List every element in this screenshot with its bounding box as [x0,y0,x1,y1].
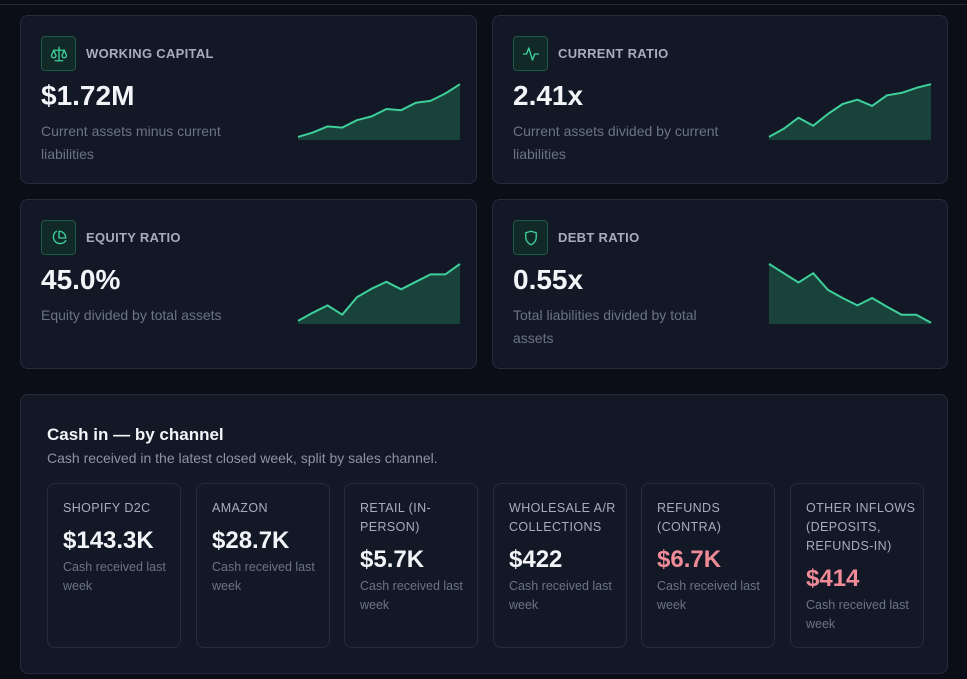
section-subtitle: Cash received in the latest closed week,… [47,450,438,466]
activity-icon [513,36,548,71]
channel-description: Cash received last week [657,579,760,612]
sparkline-area [769,84,931,140]
top-divider [0,4,967,5]
metric-sparkline [297,263,461,324]
metric-title: EQUITY RATIO [86,230,181,245]
section-title: Cash in — by channel [47,425,224,444]
channel-value: $5.7K [360,546,425,573]
channel-label: REFUNDS (CONTRA) $6.7K Cash received las… [657,499,769,614]
channel-card-amazon[interactable]: AMAZON $28.7K Cash received last week [196,483,330,648]
metric-description: Total liabilities divided by total asset… [513,307,697,346]
metric-sparkline [768,83,932,140]
channel-description: Cash received last week [212,560,315,593]
sparkline-line [297,83,461,138]
pie-chart-icon [41,220,76,255]
channel-description: Cash received last week [509,579,612,612]
channel-value: $414 [806,565,860,592]
equity-ratio-card[interactable]: EQUITY RATIO 45.0% Equity divided by tot… [20,199,477,369]
sparkline-area [298,84,460,140]
working-capital-card[interactable]: WORKING CAPITAL $1.72M Current assets mi… [20,15,477,184]
channel-label: RETAIL (IN-PERSON) $5.7K Cash received l… [360,499,472,614]
sparkline-line [297,263,461,322]
channel-label: OTHER INFLOWS (DEPOSITS, REFUNDS-IN) $41… [806,499,918,633]
channel-value: $143.3K [63,527,154,554]
channel-description: Cash received last week [360,579,463,612]
channel-card-refunds[interactable]: REFUNDS (CONTRA) $6.7K Cash received las… [641,483,775,648]
debt-ratio-card[interactable]: DEBT RATIO 0.55x Total liabilities divid… [492,199,948,369]
channel-label: AMAZON $28.7K Cash received last week [212,499,324,595]
metric-title: CURRENT RATIO [558,46,669,61]
metric-sparkline [297,83,461,140]
channel-value: $422 [509,546,563,573]
channel-card-retail[interactable]: RETAIL (IN-PERSON) $5.7K Cash received l… [344,483,478,648]
cash-in-by-channel-panel: Cash in — by channel Cash received in th… [20,394,948,674]
metric-title: WORKING CAPITAL [86,46,214,61]
channel-card-shopify[interactable]: SHOPIFY D2C $143.3K Cash received last w… [47,483,181,648]
channel-value: $28.7K [212,527,290,554]
sparkline-line [768,263,932,324]
metric-value: $1.72M [41,80,135,111]
metric-sparkline [768,263,932,324]
channel-description: Cash received last week [806,598,909,631]
metric-description: Current assets minus current liabilities [41,123,221,162]
sparkline-area [298,263,460,324]
current-ratio-card[interactable]: CURRENT RATIO 2.41x Current assets divid… [492,15,948,184]
channel-card-other-inflows[interactable]: OTHER INFLOWS (DEPOSITS, REFUNDS-IN) $41… [790,483,924,648]
scale-icon [41,36,76,71]
metric-title: DEBT RATIO [558,230,640,245]
channel-value: $6.7K [657,546,722,573]
metric-value: 0.55x [513,264,584,295]
channel-description: Cash received last week [63,560,166,593]
channel-card-wholesale[interactable]: WHOLESALE A/R COLLECTIONS $422 Cash rece… [493,483,627,648]
metric-value: 2.41x [513,80,584,111]
metric-description: Current assets divided by current liabil… [513,123,719,162]
sparkline-line [768,83,932,138]
channel-label: SHOPIFY D2C $143.3K Cash received last w… [63,499,175,595]
channel-label: WHOLESALE A/R COLLECTIONS $422 Cash rece… [509,499,621,614]
shield-icon [513,220,548,255]
metric-description: Equity divided by total assets [41,307,222,323]
metric-value: 45.0% [41,264,121,295]
